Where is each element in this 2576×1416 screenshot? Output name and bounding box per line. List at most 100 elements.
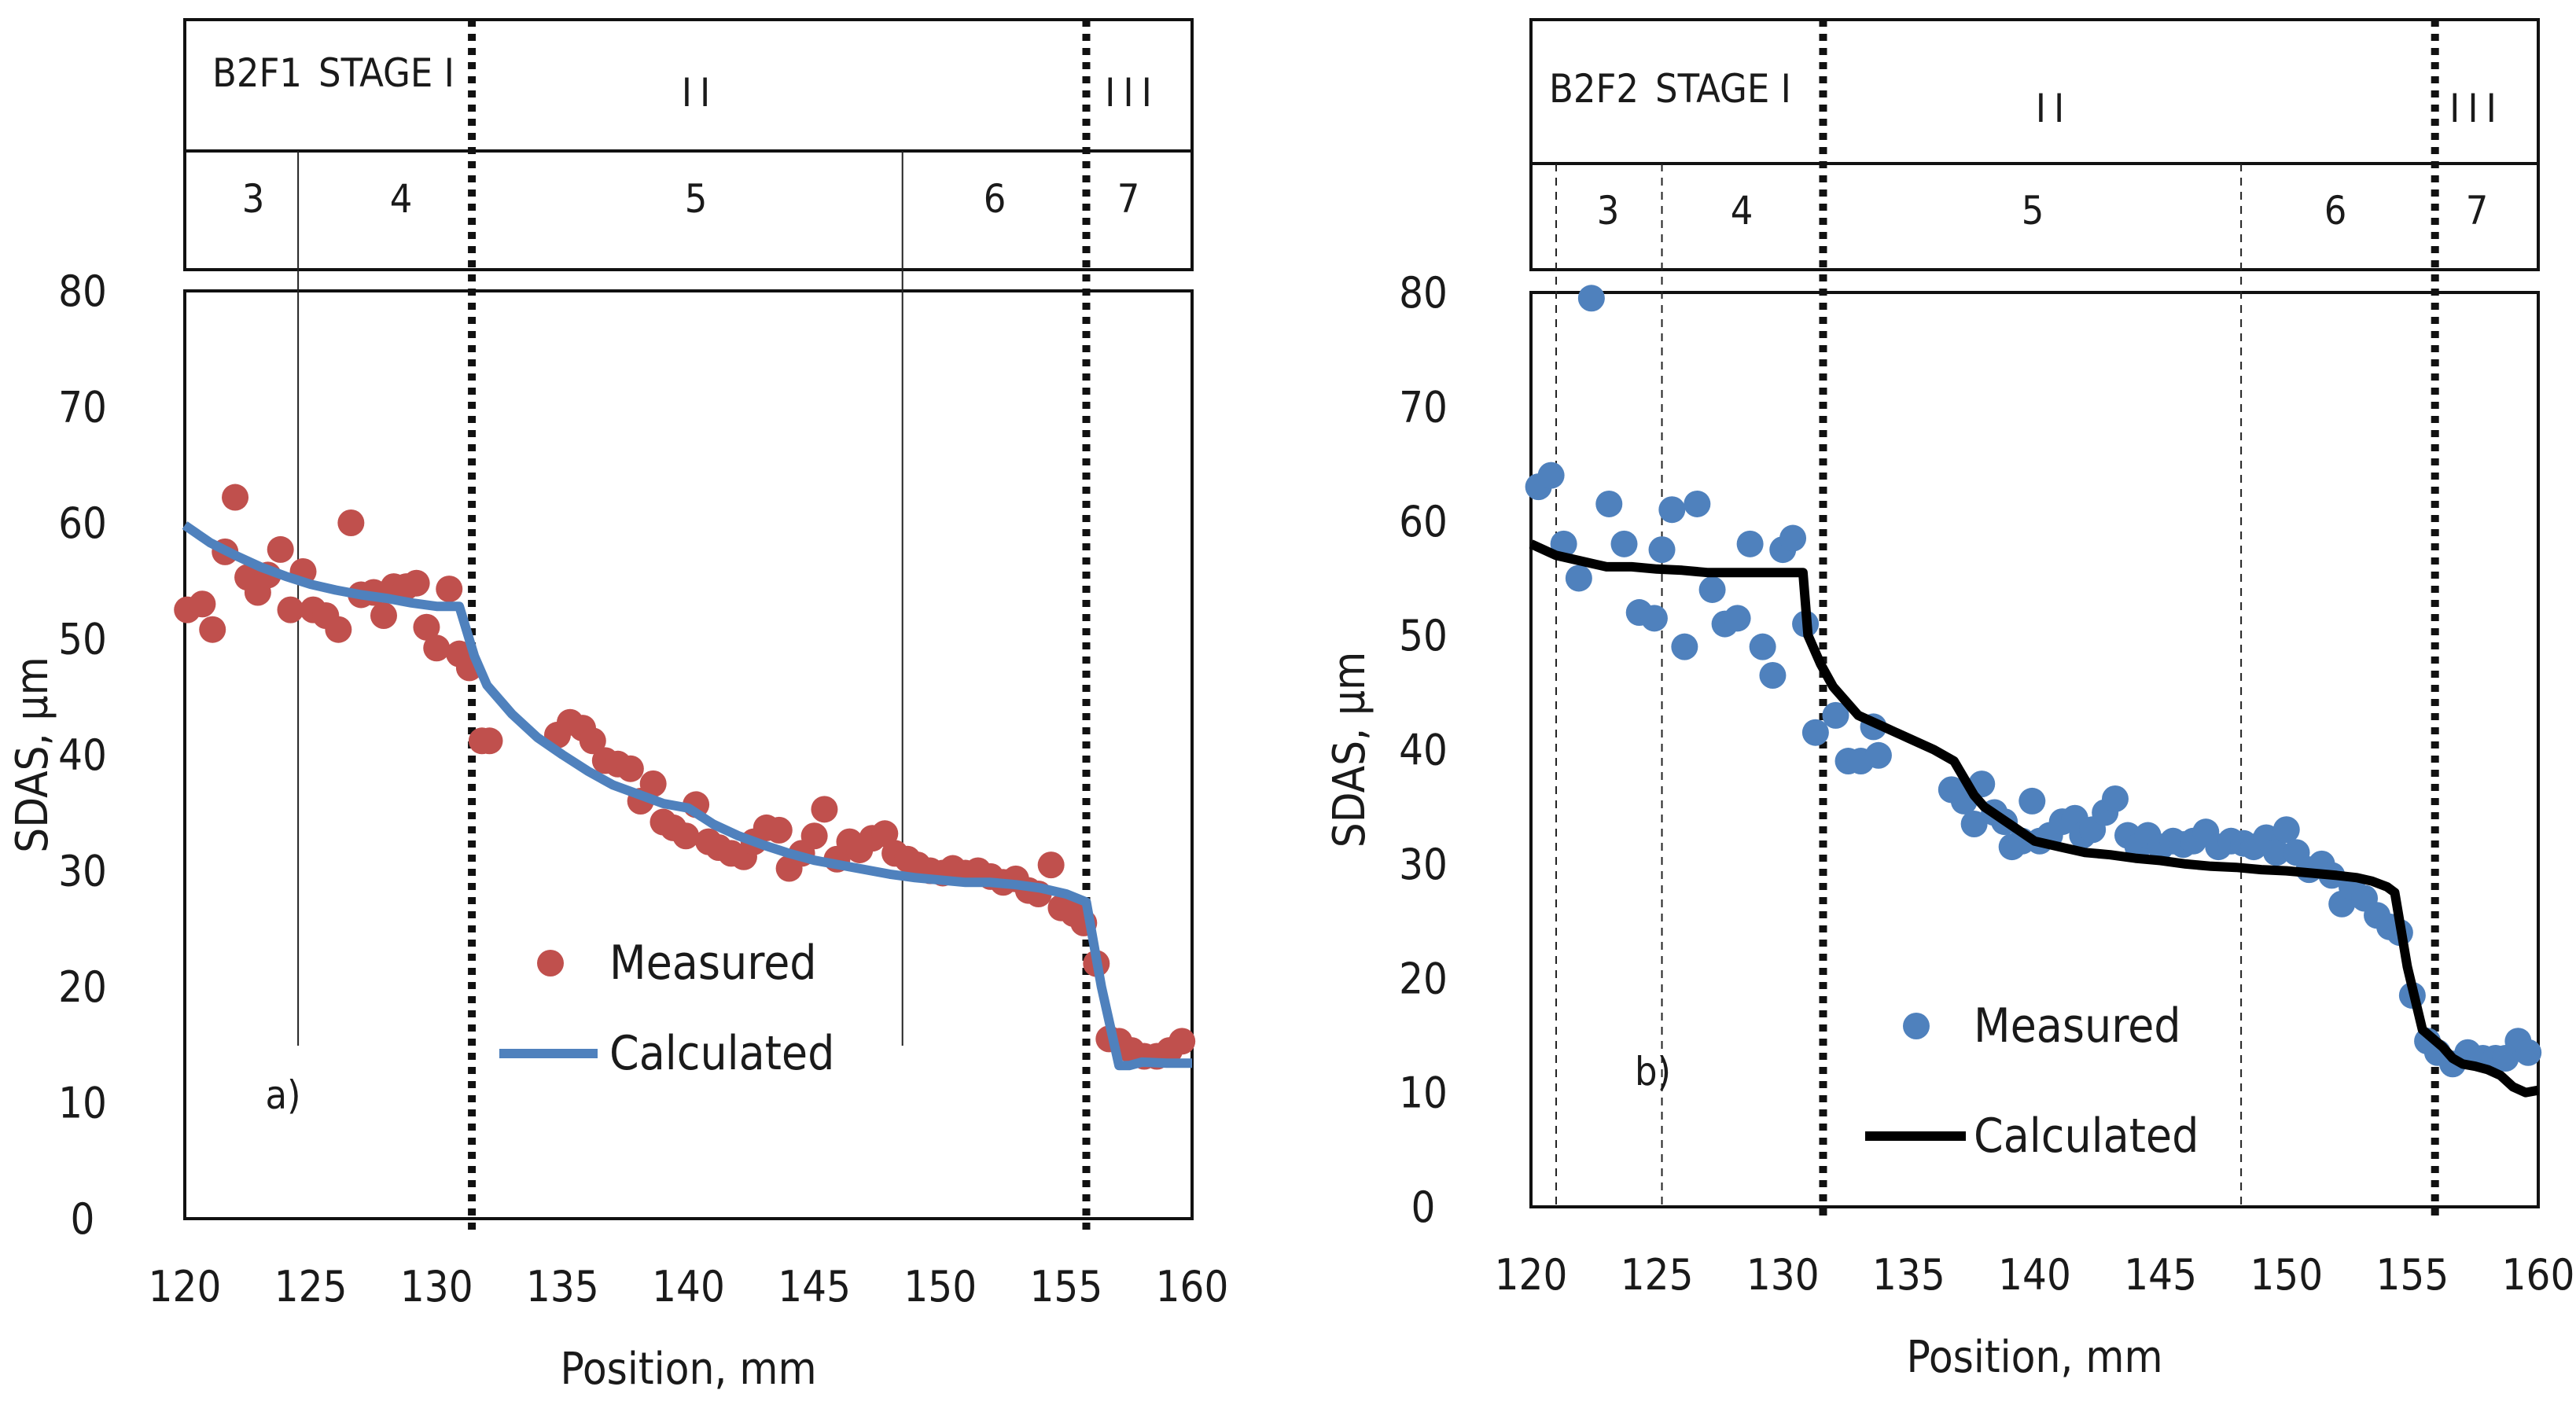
measured-point bbox=[800, 822, 828, 850]
measured-point bbox=[189, 590, 216, 618]
x-tick-label: 160 bbox=[2502, 1250, 2575, 1300]
measured-point bbox=[1640, 605, 1668, 632]
measured-point bbox=[199, 616, 226, 643]
measured-point bbox=[436, 576, 463, 603]
measured-point bbox=[639, 770, 667, 797]
zone-label: 4 bbox=[390, 176, 413, 222]
measured-point bbox=[1610, 530, 1638, 557]
measured-point bbox=[423, 634, 451, 662]
legend-measured-label: Measured bbox=[1974, 999, 2181, 1054]
y-tick-label: 30 bbox=[58, 847, 107, 896]
x-tick-label: 135 bbox=[526, 1262, 599, 1311]
measured-point bbox=[2272, 816, 2300, 844]
calculated-line bbox=[182, 521, 1192, 1071]
y-tick-label: 20 bbox=[1399, 954, 1448, 1003]
measured-point bbox=[1864, 741, 1892, 769]
measured-point bbox=[476, 727, 503, 755]
measured-point bbox=[267, 535, 294, 563]
stage-label: II bbox=[682, 70, 719, 116]
measured-point bbox=[1698, 576, 1726, 603]
zone-label: 7 bbox=[1117, 176, 1140, 222]
zone-label: 5 bbox=[2022, 188, 2044, 234]
x-tick-label: 155 bbox=[2376, 1250, 2449, 1300]
x-tick-label: 125 bbox=[1621, 1250, 1694, 1300]
measured-point bbox=[616, 755, 644, 782]
stage-label: III bbox=[2449, 86, 2504, 131]
y-tick-label: 50 bbox=[1399, 611, 1448, 660]
zone-label: 6 bbox=[2324, 188, 2347, 234]
panel-label: b) bbox=[1635, 1049, 1671, 1094]
x-tick-label: 150 bbox=[903, 1262, 977, 1311]
measured-point bbox=[1779, 524, 1807, 552]
measured-point bbox=[1658, 496, 1686, 524]
measured-point bbox=[871, 820, 899, 848]
measured-point bbox=[277, 596, 304, 623]
x-tick-label: 155 bbox=[1030, 1262, 1103, 1311]
legend-measured-marker bbox=[1903, 1013, 1930, 1039]
plot-area bbox=[1529, 291, 2540, 1208]
stage-header-box bbox=[1529, 18, 2540, 271]
measured-point bbox=[1577, 285, 1605, 312]
zone-label: 6 bbox=[984, 176, 1006, 222]
calculated-line bbox=[1529, 539, 2540, 1098]
x-axis-label: Position, mm bbox=[1906, 1332, 2162, 1383]
measured-point bbox=[1168, 1028, 1196, 1055]
y-tick-label: 60 bbox=[58, 498, 107, 548]
measured-point bbox=[1822, 701, 1849, 729]
measured-point bbox=[672, 822, 700, 850]
y-tick-label: 10 bbox=[1399, 1068, 1448, 1118]
stage-label: III bbox=[1105, 70, 1160, 116]
specimen-label: B2F2 bbox=[1549, 66, 1639, 112]
measured-point bbox=[1759, 662, 1787, 690]
legend-calculated-label: Calculated bbox=[609, 1026, 834, 1081]
legend-measured-marker bbox=[537, 950, 564, 976]
y-tick-label: 40 bbox=[58, 730, 107, 780]
x-tick-label: 120 bbox=[1495, 1250, 1568, 1300]
measured-point bbox=[1736, 530, 1764, 557]
x-tick-label: 135 bbox=[1872, 1250, 1945, 1300]
x-axis-label: Position, mm bbox=[560, 1344, 816, 1395]
measured-point bbox=[1037, 851, 1065, 879]
measured-point bbox=[1671, 633, 1698, 660]
measured-point bbox=[1724, 605, 1751, 632]
zone-label: 7 bbox=[2466, 188, 2489, 234]
zone-label: 3 bbox=[1597, 188, 1620, 234]
stage-header-box bbox=[183, 18, 1194, 271]
measured-point bbox=[1801, 719, 1829, 746]
measured-point bbox=[222, 484, 249, 511]
measured-point bbox=[579, 727, 606, 755]
y-tick-label: 60 bbox=[1399, 497, 1448, 546]
plot-area bbox=[183, 289, 1194, 1220]
y-tick-label: 10 bbox=[58, 1079, 107, 1128]
measured-point bbox=[1749, 633, 1776, 660]
legend-calculated-label: Calculated bbox=[1974, 1109, 2199, 1164]
zone-label: 4 bbox=[1731, 188, 1754, 234]
x-tick-label: 160 bbox=[1156, 1262, 1229, 1311]
specimen-label: B2F1 bbox=[212, 50, 302, 96]
zone-label: 3 bbox=[242, 176, 265, 222]
y-tick-label: 0 bbox=[71, 1194, 95, 1244]
y-axis-label: SDAS, µm bbox=[1324, 652, 1375, 848]
x-tick-label: 140 bbox=[652, 1262, 725, 1311]
y-tick-label: 50 bbox=[58, 615, 107, 664]
measured-point bbox=[413, 613, 440, 641]
x-tick-label: 125 bbox=[274, 1262, 348, 1311]
panel-label: a) bbox=[265, 1072, 300, 1118]
x-tick-label: 120 bbox=[149, 1262, 222, 1311]
legend-measured-label: Measured bbox=[609, 936, 817, 991]
x-tick-label: 140 bbox=[1998, 1250, 2071, 1300]
x-tick-label: 130 bbox=[1746, 1250, 1820, 1300]
stage-label: II bbox=[2036, 86, 2073, 131]
x-tick-label: 150 bbox=[2250, 1250, 2323, 1300]
y-axis-label: SDAS, µm bbox=[7, 657, 58, 852]
measured-point bbox=[1960, 810, 1988, 837]
y-tick-label: 40 bbox=[1399, 726, 1448, 775]
measured-point bbox=[2515, 1039, 2542, 1066]
measured-point bbox=[370, 602, 397, 629]
y-tick-label: 70 bbox=[58, 383, 107, 432]
y-tick-label: 30 bbox=[1399, 840, 1448, 889]
y-tick-label: 70 bbox=[1399, 382, 1448, 432]
measured-point bbox=[337, 509, 365, 536]
